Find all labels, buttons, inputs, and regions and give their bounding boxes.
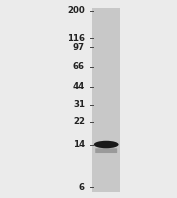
FancyBboxPatch shape: [95, 148, 117, 153]
Text: 44: 44: [73, 83, 85, 91]
Ellipse shape: [94, 141, 119, 148]
Bar: [92, 8, 120, 192]
Text: 22: 22: [73, 117, 85, 126]
Text: 6: 6: [79, 183, 85, 192]
Text: 14: 14: [73, 140, 85, 149]
Text: 31: 31: [73, 100, 85, 109]
Text: 116: 116: [67, 34, 85, 43]
Text: 97: 97: [73, 43, 85, 52]
Text: 66: 66: [73, 62, 85, 71]
Text: 200: 200: [67, 6, 85, 15]
